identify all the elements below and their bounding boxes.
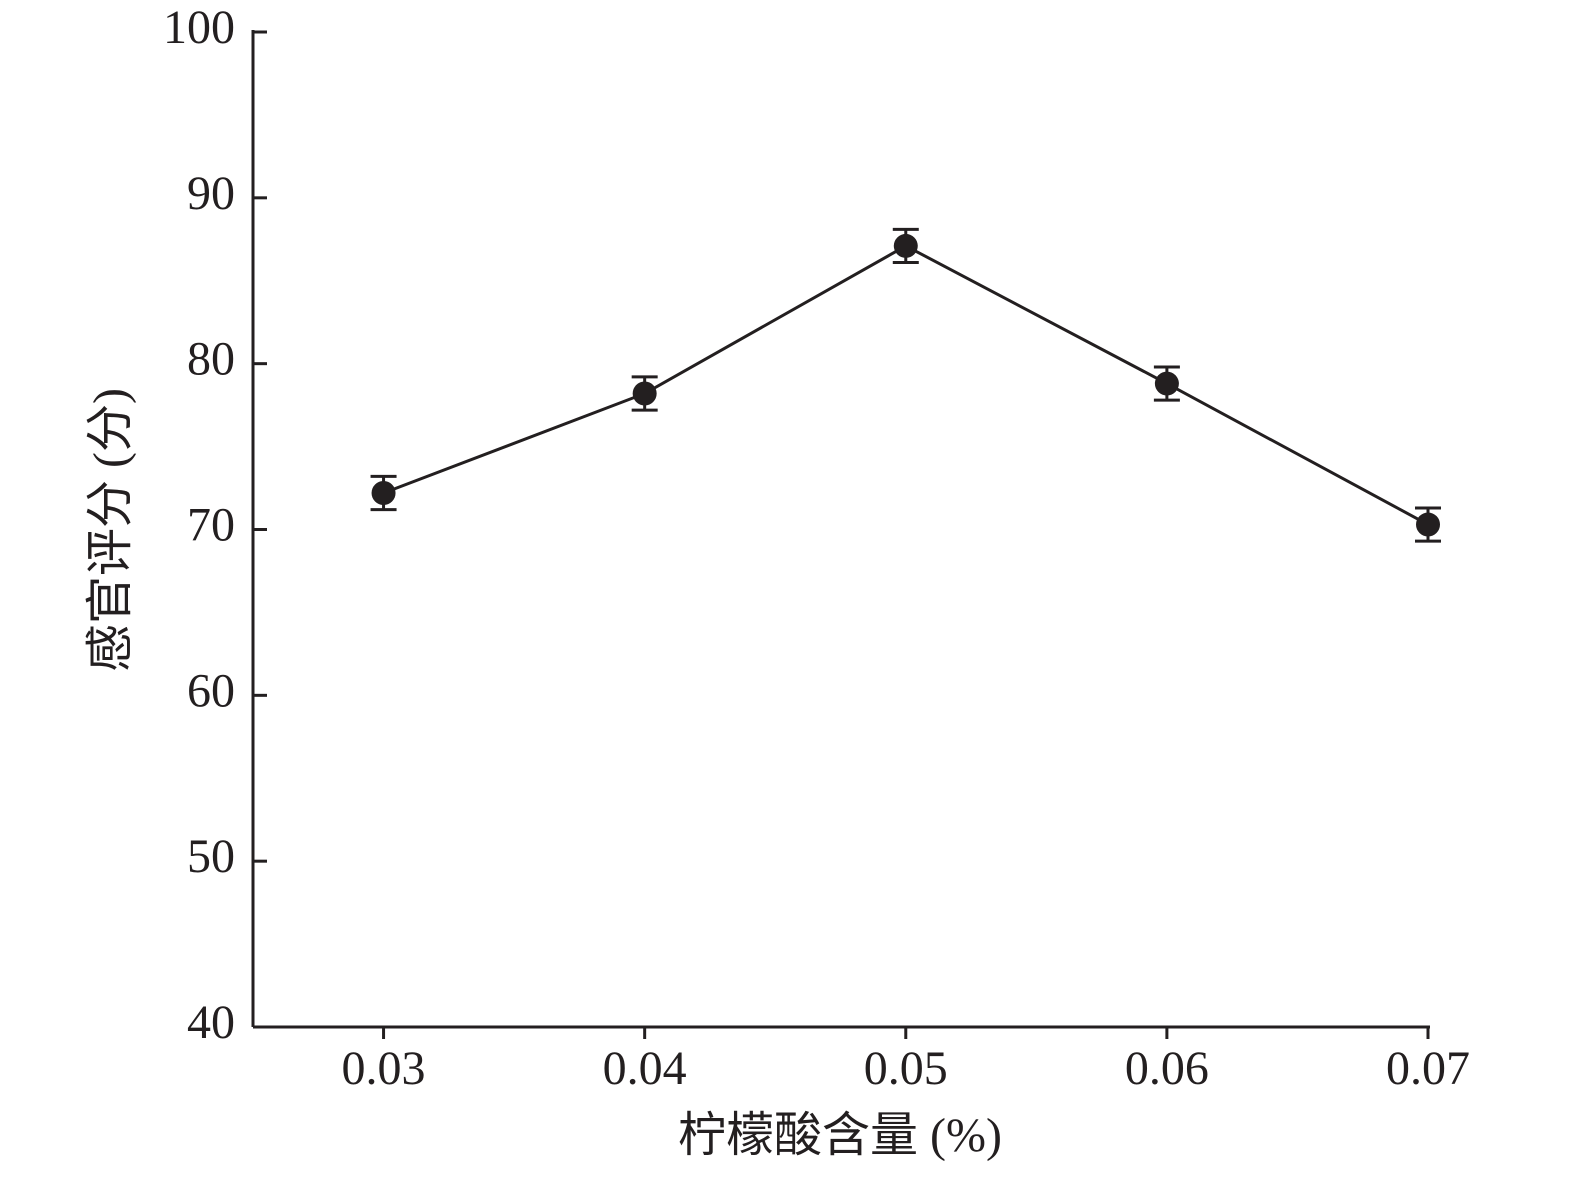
x-tick-label: 0.05 <box>864 1042 948 1095</box>
point <box>1154 371 1179 396</box>
x-tick-label: 0.03 <box>342 1042 426 1095</box>
x-tick-label: 0.07 <box>1386 1042 1470 1095</box>
y-tick-label: 40 <box>187 996 235 1049</box>
y-tick-label: 70 <box>187 499 235 552</box>
y-tick-label: 50 <box>187 830 235 883</box>
point <box>1416 512 1440 537</box>
x-tick-label: 0.06 <box>1125 1042 1209 1095</box>
x-axis-label: 柠檬酸含量 (%) <box>678 1109 1002 1162</box>
y-axis-label: 感官评分 (分) <box>84 388 137 672</box>
y-tick-label: 90 <box>187 167 235 220</box>
x-tick-label: 0.04 <box>603 1042 687 1095</box>
point <box>893 233 918 258</box>
y-tick-label: 80 <box>187 333 235 386</box>
point <box>632 381 657 406</box>
point <box>371 481 396 506</box>
line <box>383 244 1429 526</box>
y-tick-label: 100 <box>163 1 235 54</box>
y-tick-label: 60 <box>187 664 235 717</box>
